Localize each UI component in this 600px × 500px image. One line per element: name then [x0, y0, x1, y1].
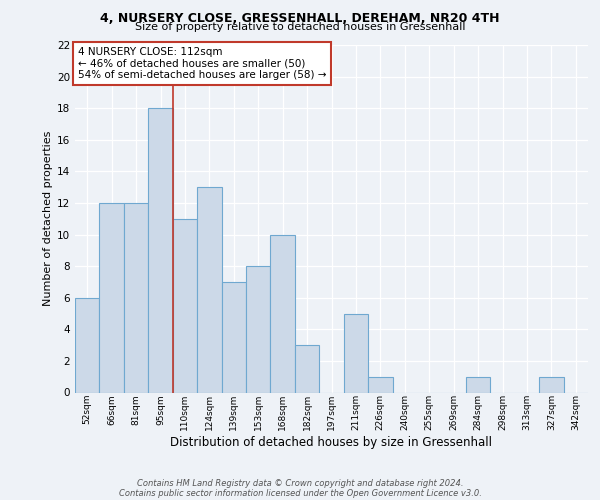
Bar	[539, 376, 563, 392]
Bar	[100, 203, 124, 392]
Bar	[344, 314, 368, 392]
Text: Contains HM Land Registry data © Crown copyright and database right 2024.: Contains HM Land Registry data © Crown c…	[137, 478, 463, 488]
Bar	[124, 203, 148, 392]
Text: 4, NURSERY CLOSE, GRESSENHALL, DEREHAM, NR20 4TH: 4, NURSERY CLOSE, GRESSENHALL, DEREHAM, …	[100, 12, 500, 26]
Bar	[173, 219, 197, 392]
Bar	[271, 234, 295, 392]
Bar	[221, 282, 246, 393]
Bar	[295, 345, 319, 393]
Bar	[197, 187, 221, 392]
Bar	[75, 298, 100, 392]
Bar	[368, 376, 392, 392]
X-axis label: Distribution of detached houses by size in Gressenhall: Distribution of detached houses by size …	[170, 436, 493, 449]
Bar	[148, 108, 173, 393]
Text: Contains public sector information licensed under the Open Government Licence v3: Contains public sector information licen…	[119, 488, 481, 498]
Y-axis label: Number of detached properties: Number of detached properties	[43, 131, 53, 306]
Bar	[466, 376, 490, 392]
Bar	[246, 266, 271, 392]
Text: Size of property relative to detached houses in Gressenhall: Size of property relative to detached ho…	[135, 22, 465, 32]
Text: 4 NURSERY CLOSE: 112sqm
← 46% of detached houses are smaller (50)
54% of semi-de: 4 NURSERY CLOSE: 112sqm ← 46% of detache…	[77, 46, 326, 80]
